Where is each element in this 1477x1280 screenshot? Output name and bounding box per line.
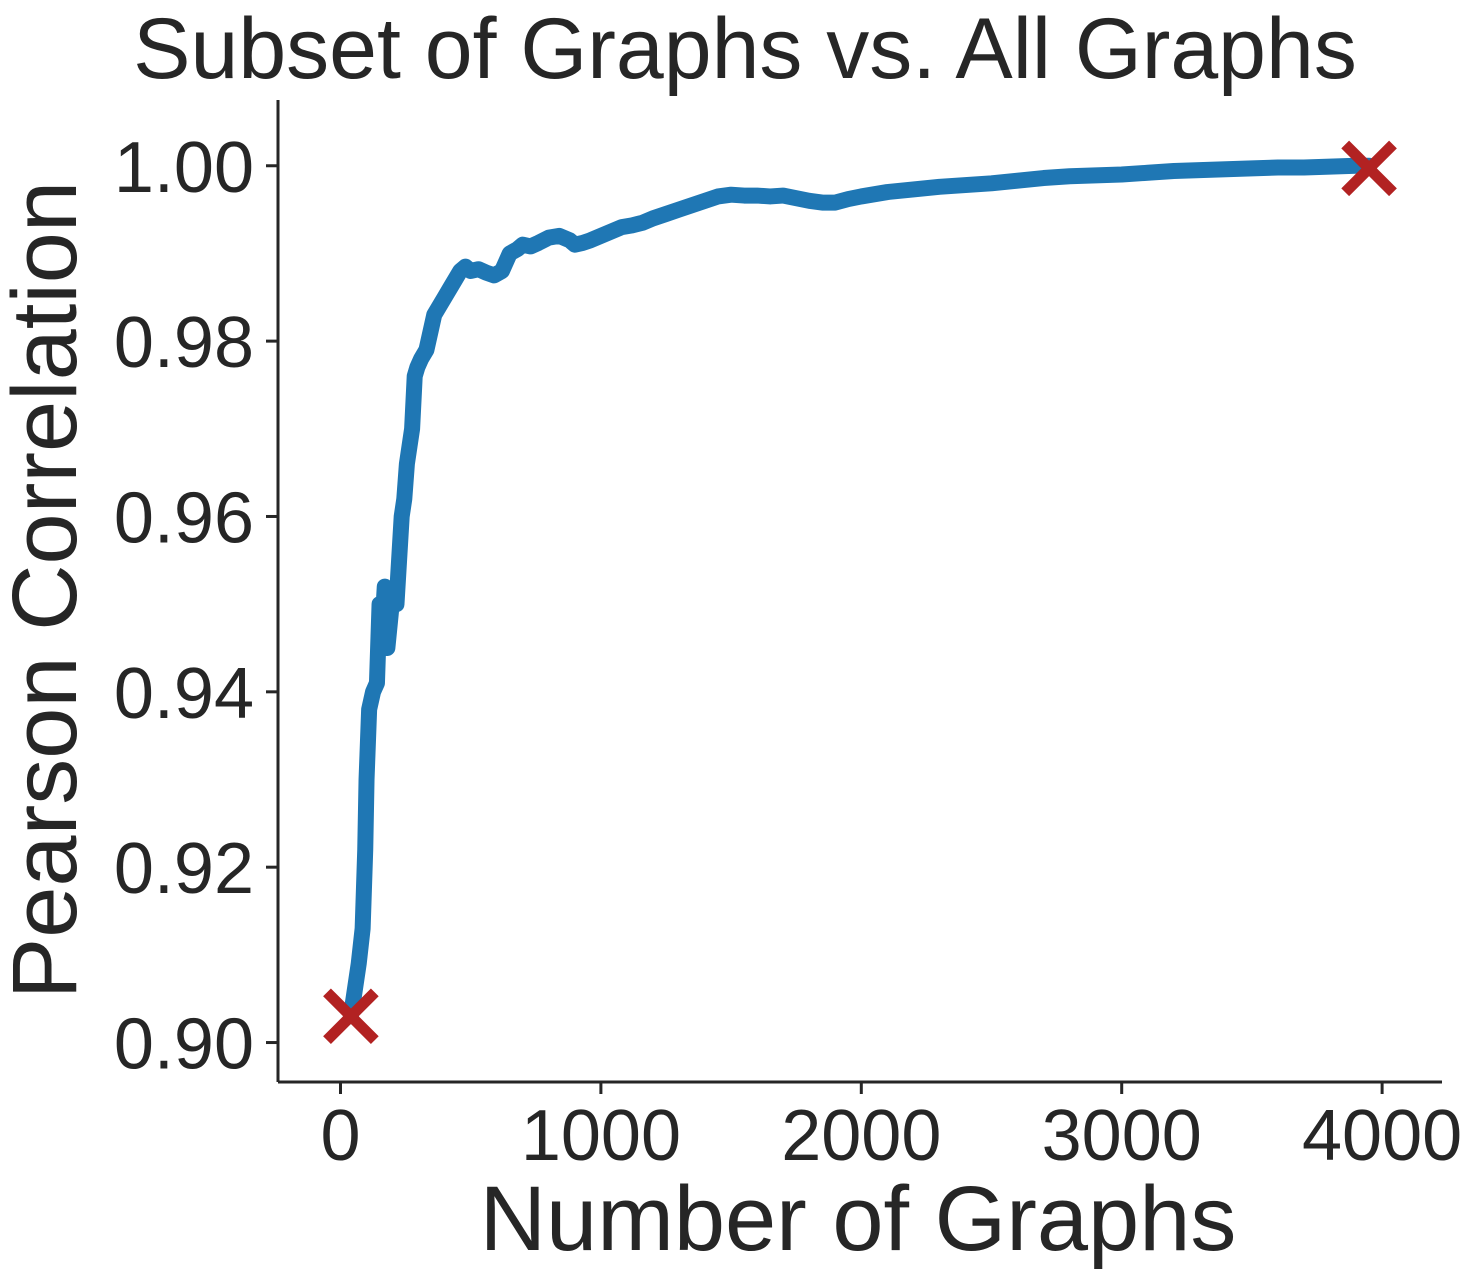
- y-tick-label: 0.90: [114, 1005, 254, 1085]
- y-tick-label: 0.96: [114, 478, 254, 558]
- y-tick-label: 0.94: [114, 654, 254, 734]
- start-marker: [323, 988, 379, 1045]
- marker-stroke: [1341, 140, 1397, 197]
- series-line: [342, 157, 1378, 1025]
- x-tick-label: 2000: [781, 1096, 941, 1176]
- x-tick-label: 0: [320, 1096, 360, 1176]
- end-marker: [1341, 140, 1397, 197]
- y-tick-label: 0.92: [114, 829, 254, 909]
- marker-stroke: [323, 988, 379, 1045]
- y-axis-ticks: 0.90 0.92 0.94 0.96 0.98 1.00: [114, 128, 278, 1085]
- y-axis-title: Pearson Correlation: [0, 181, 96, 999]
- y-tick-label: 0.98: [114, 303, 254, 383]
- y-tick-label: 1.00: [114, 128, 254, 208]
- x-tick-label: 3000: [1042, 1096, 1202, 1176]
- x-tick-label: 4000: [1302, 1096, 1462, 1176]
- chart-title: Subset of Graphs vs. All Graphs: [133, 1, 1357, 97]
- plot-area: [323, 140, 1397, 1045]
- x-tick-label: 1000: [521, 1096, 681, 1176]
- x-axis-ticks: 0 1000 2000 3000 4000: [320, 1082, 1462, 1176]
- x-axis-title: Number of Graphs: [480, 1168, 1237, 1270]
